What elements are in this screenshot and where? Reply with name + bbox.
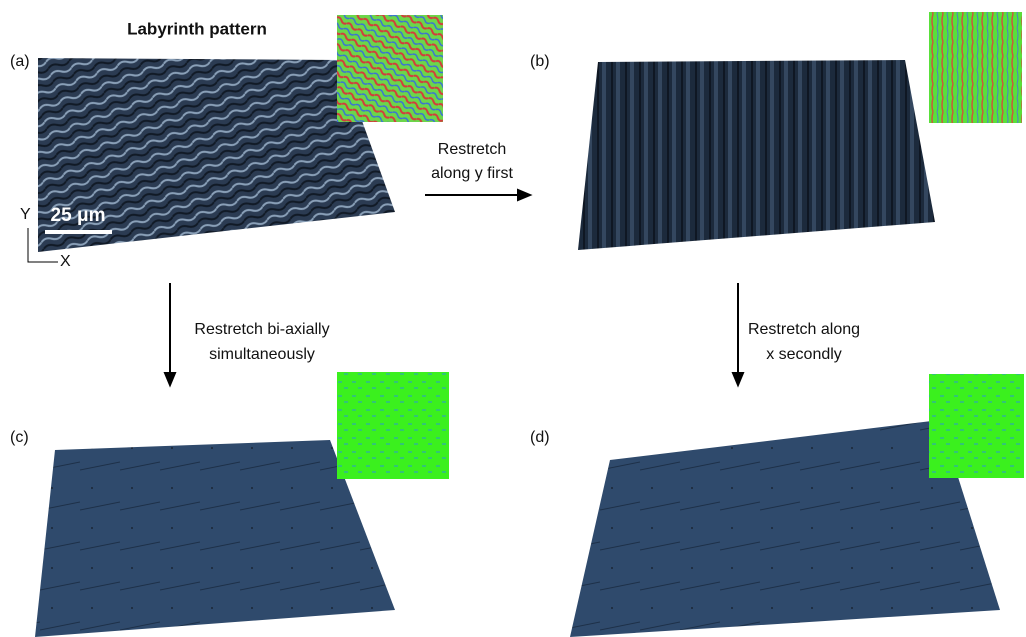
panel-label: (c) (10, 429, 29, 446)
inset-a (337, 15, 443, 122)
panel-label: (a) (10, 53, 30, 70)
panel-label: (d) (530, 429, 550, 446)
panel-label: (b) (530, 53, 550, 70)
figure: Labyrinth pattern (a) 25 μm Y X (b) (c) … (0, 0, 1026, 637)
inset-c (337, 372, 449, 479)
arrow-label: Restretch (438, 141, 506, 158)
surface-b (578, 60, 935, 250)
arrow-label: x secondly (766, 346, 842, 363)
inset-d (929, 374, 1024, 478)
arrow-label: Restretch bi-axially (194, 321, 329, 338)
axis-y: Y (20, 206, 31, 223)
arrow-label: Restretch along (748, 321, 860, 338)
arrow-label: simultaneously (209, 346, 315, 363)
scale-text: 25 μm (51, 205, 106, 226)
title: Labyrinth pattern (127, 19, 267, 38)
inset-b (929, 12, 1022, 123)
arrow-label: along y first (431, 165, 513, 182)
axis-x: X (60, 253, 71, 270)
